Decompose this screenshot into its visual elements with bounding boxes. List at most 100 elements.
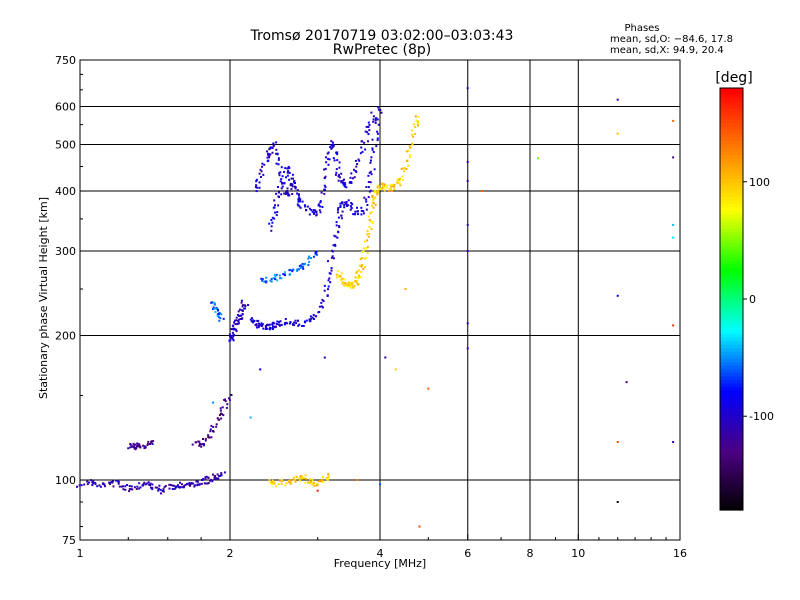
data-point [369,161,372,164]
data-point [343,284,346,287]
data-point [350,202,353,204]
data-point [466,250,469,252]
colorbar-segment [720,119,743,124]
data-point [193,485,196,488]
data-point [307,264,310,266]
data-point [394,368,397,371]
data-point [278,479,281,482]
colorbar-segment [720,207,743,212]
data-point [262,173,265,176]
data-point [274,211,277,214]
data-point [120,485,123,488]
data-point [149,443,151,445]
data-point [301,200,304,203]
data-point [321,206,324,208]
data-point [296,192,299,195]
data-point [366,245,369,248]
data-point [309,478,312,481]
data-point [295,322,298,325]
data-point [261,278,264,281]
data-point [407,164,410,167]
data-point [284,318,287,320]
data-point [277,191,280,194]
data-point [336,159,339,162]
data-point [178,486,180,489]
data-point [324,186,327,189]
data-point [372,197,375,200]
data-point [323,284,326,287]
data-point [276,320,279,323]
data-point [124,488,127,491]
data-point [298,264,301,267]
data-point [191,443,194,446]
data-point [338,173,341,176]
colorbar-segment [720,186,743,191]
data-point [399,184,402,187]
data-point [381,187,384,190]
data-point [411,143,414,146]
data-point [305,208,307,211]
colorbar-segment [720,341,743,346]
data-point [179,486,182,488]
data-point [222,414,225,417]
data-point [232,335,235,338]
data-point [355,272,358,275]
data-point [284,484,287,487]
data-point [162,490,165,493]
data-point [371,194,374,197]
data-point [371,138,374,141]
data-point [224,398,226,401]
data-point [279,171,282,174]
data-point [355,270,358,273]
data-point [117,480,120,483]
data-point [367,121,370,124]
data-point [278,324,281,327]
data-point [200,443,203,446]
colorbar-segment [720,390,743,395]
data-point [360,206,363,209]
data-point [298,477,301,480]
data-point [235,330,238,333]
data-point [258,323,261,326]
data-point [207,435,210,438]
data-point [318,305,321,308]
data-point [355,170,358,173]
data-point [385,184,388,187]
colorbar-segment [720,137,743,142]
data-point [198,444,201,447]
data-point [289,479,292,482]
data-point [356,479,359,481]
colorbar-segment [720,154,743,159]
data-point [135,447,138,449]
data-point [216,417,219,420]
data-point [319,480,321,483]
data-point [98,484,101,487]
data-point [337,207,340,210]
colorbar-segment [720,372,743,377]
colorbar-segment [720,415,743,420]
data-point [365,186,368,188]
colorbar-segment [720,408,743,413]
colorbar-segment [720,330,743,335]
data-point [272,321,275,324]
data-point [380,111,383,114]
colorbar-segment [720,439,743,444]
data-point [365,200,368,203]
data-point [240,301,243,304]
data-point [375,117,378,120]
colorbar-segment [720,306,743,311]
colorbar-segment [720,467,743,472]
data-point [275,152,278,155]
colorbar-segment [720,436,743,441]
data-point [220,313,223,316]
data-point [269,481,272,484]
data-point [345,201,348,203]
colorbar-segment [720,225,743,230]
data-point [335,151,338,154]
data-point [331,249,334,252]
data-point [255,190,258,193]
data-point [151,443,154,445]
data-point [212,473,214,476]
data-point [358,159,361,162]
colorbar-segment [720,422,743,427]
